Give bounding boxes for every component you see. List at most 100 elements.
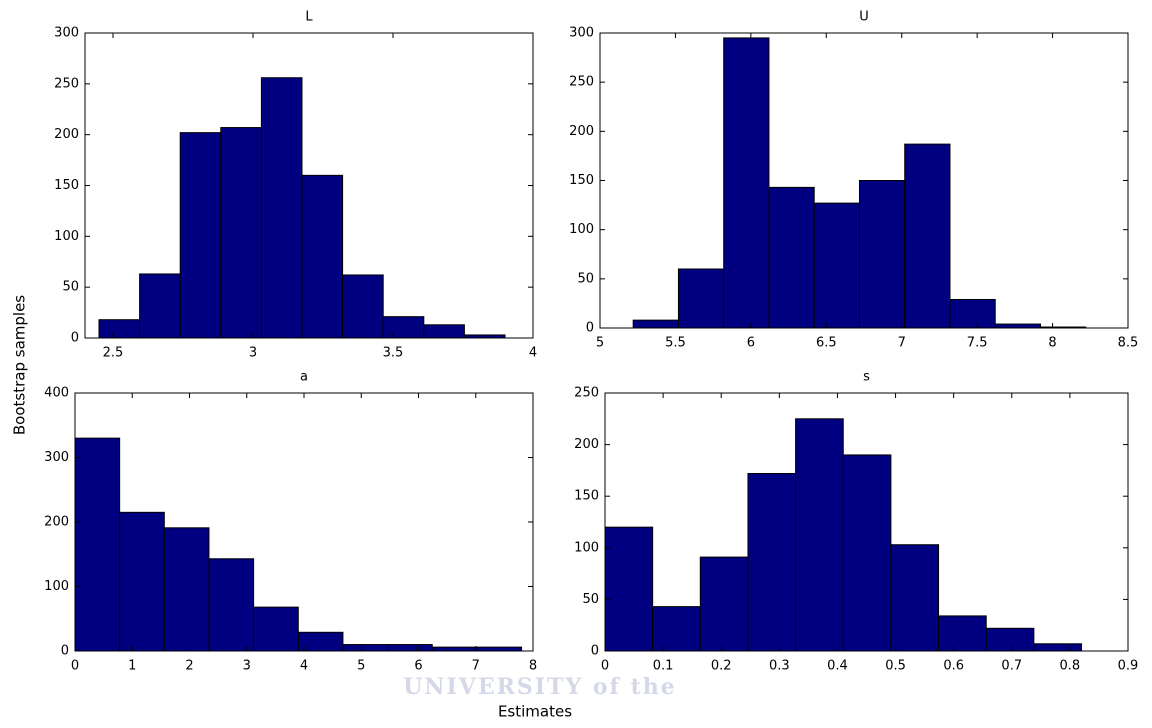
x-tick-label: 4 [300, 659, 308, 674]
histogram-bar [677, 268, 725, 329]
y-tick-label: 100 [569, 222, 594, 237]
histogram-bar [652, 606, 701, 652]
histogram-bar [260, 77, 303, 339]
y-tick-label: 300 [44, 450, 69, 465]
histogram-bar [985, 627, 1035, 652]
histogram-bar [795, 418, 844, 652]
histogram-bar [604, 526, 654, 652]
x-tick-label: 0.5 [885, 659, 906, 674]
y-tick-label: 200 [54, 127, 79, 142]
histogram-bar [98, 319, 141, 339]
x-tick-label: 0.3 [769, 659, 790, 674]
y-tick-label: 300 [569, 26, 594, 41]
y-tick-label: 100 [574, 540, 599, 555]
watermark: UNIVERSITY of the [403, 674, 677, 700]
y-tick-label: 50 [62, 280, 79, 295]
y-tick-label: 100 [44, 579, 69, 594]
x-tick-label: 5 [596, 336, 604, 351]
histogram-bar [632, 319, 679, 329]
y-tick-label: 300 [54, 26, 79, 41]
y-tick-label: 150 [569, 173, 594, 188]
subplot-title: a [300, 370, 308, 385]
histogram-bar [747, 472, 797, 652]
y-tick-label: 200 [44, 515, 69, 530]
y-tick-label: 400 [44, 386, 69, 401]
y-tick-label: 250 [569, 75, 594, 90]
y-tick-label: 50 [582, 592, 599, 607]
x-tick-label: 7 [472, 659, 480, 674]
histogram-bar [949, 298, 996, 329]
y-tick-label: 200 [569, 124, 594, 139]
x-tick-label: 3.5 [383, 346, 404, 361]
x-tick-label: 7 [898, 336, 906, 351]
x-tick-label: 0.4 [827, 659, 848, 674]
y-tick-label: 200 [574, 437, 599, 452]
x-axis-label: Estimates [498, 703, 572, 721]
x-tick-label: 0 [601, 659, 609, 674]
y-tick-label: 250 [54, 76, 79, 91]
x-tick-label: 0.1 [653, 659, 674, 674]
y-tick-label: 0 [586, 321, 594, 336]
x-tick-label: 6 [414, 659, 422, 674]
histogram-bar [139, 273, 181, 339]
histogram-bar [179, 132, 222, 339]
histogram-bar [938, 615, 987, 652]
histogram-bar [119, 511, 165, 652]
axes-box [604, 392, 1129, 652]
y-tick-label: 0 [591, 644, 599, 659]
x-tick-label: 6 [747, 336, 755, 351]
histogram-bar [699, 556, 749, 652]
x-tick-label: 5.5 [665, 336, 686, 351]
x-tick-label: 5 [357, 659, 365, 674]
histogram-bar [253, 606, 299, 652]
x-tick-label: 0.7 [1001, 659, 1022, 674]
y-axis-label: Bootstrap samples [11, 295, 29, 435]
histogram-bar [387, 644, 433, 652]
subplot-title: s [863, 370, 870, 385]
histogram-bar [297, 631, 344, 652]
x-tick-label: 2 [185, 659, 193, 674]
histogram-bar [342, 274, 384, 339]
histogram-bar [431, 646, 478, 652]
histogram-bar [382, 316, 425, 339]
x-tick-label: 3 [243, 659, 251, 674]
x-tick-label: 0 [71, 659, 79, 674]
x-tick-label: 4 [529, 346, 537, 361]
histogram-bar [74, 437, 121, 652]
x-tick-label: 0.8 [1060, 659, 1081, 674]
x-tick-label: 6.5 [816, 336, 837, 351]
histogram-bar [208, 558, 255, 652]
x-tick-label: 0.2 [711, 659, 732, 674]
histogram-bar [163, 527, 210, 652]
x-tick-label: 1 [128, 659, 136, 674]
y-tick-label: 0 [71, 331, 79, 346]
x-tick-label: 8 [1048, 336, 1056, 351]
x-tick-label: 3 [249, 346, 257, 361]
histogram-bar [342, 644, 389, 652]
histogram-bar [858, 180, 906, 329]
histogram-bar [1033, 643, 1083, 652]
histogram-bar [220, 127, 262, 339]
histogram-bar [813, 202, 860, 329]
histogram-bar [890, 544, 940, 652]
x-tick-label: 8.5 [1118, 336, 1139, 351]
histogram-bar [768, 186, 815, 329]
x-tick-label: 0.6 [943, 659, 964, 674]
y-tick-label: 250 [574, 386, 599, 401]
x-tick-label: 0.9 [1118, 659, 1139, 674]
histogram-bar [842, 454, 892, 652]
y-tick-label: 150 [574, 489, 599, 504]
histogram-bar [904, 143, 951, 329]
x-tick-label: 7.5 [967, 336, 988, 351]
y-tick-label: 100 [54, 229, 79, 244]
y-tick-label: 0 [61, 644, 69, 659]
subplot-title: L [305, 10, 313, 25]
histogram-bar [723, 37, 770, 329]
histogram-bar [423, 324, 465, 339]
histogram-bar [994, 323, 1042, 329]
subplot-title: U [859, 10, 869, 25]
histogram-bar [301, 174, 344, 339]
y-tick-label: 50 [577, 271, 594, 286]
y-tick-label: 150 [54, 178, 79, 193]
